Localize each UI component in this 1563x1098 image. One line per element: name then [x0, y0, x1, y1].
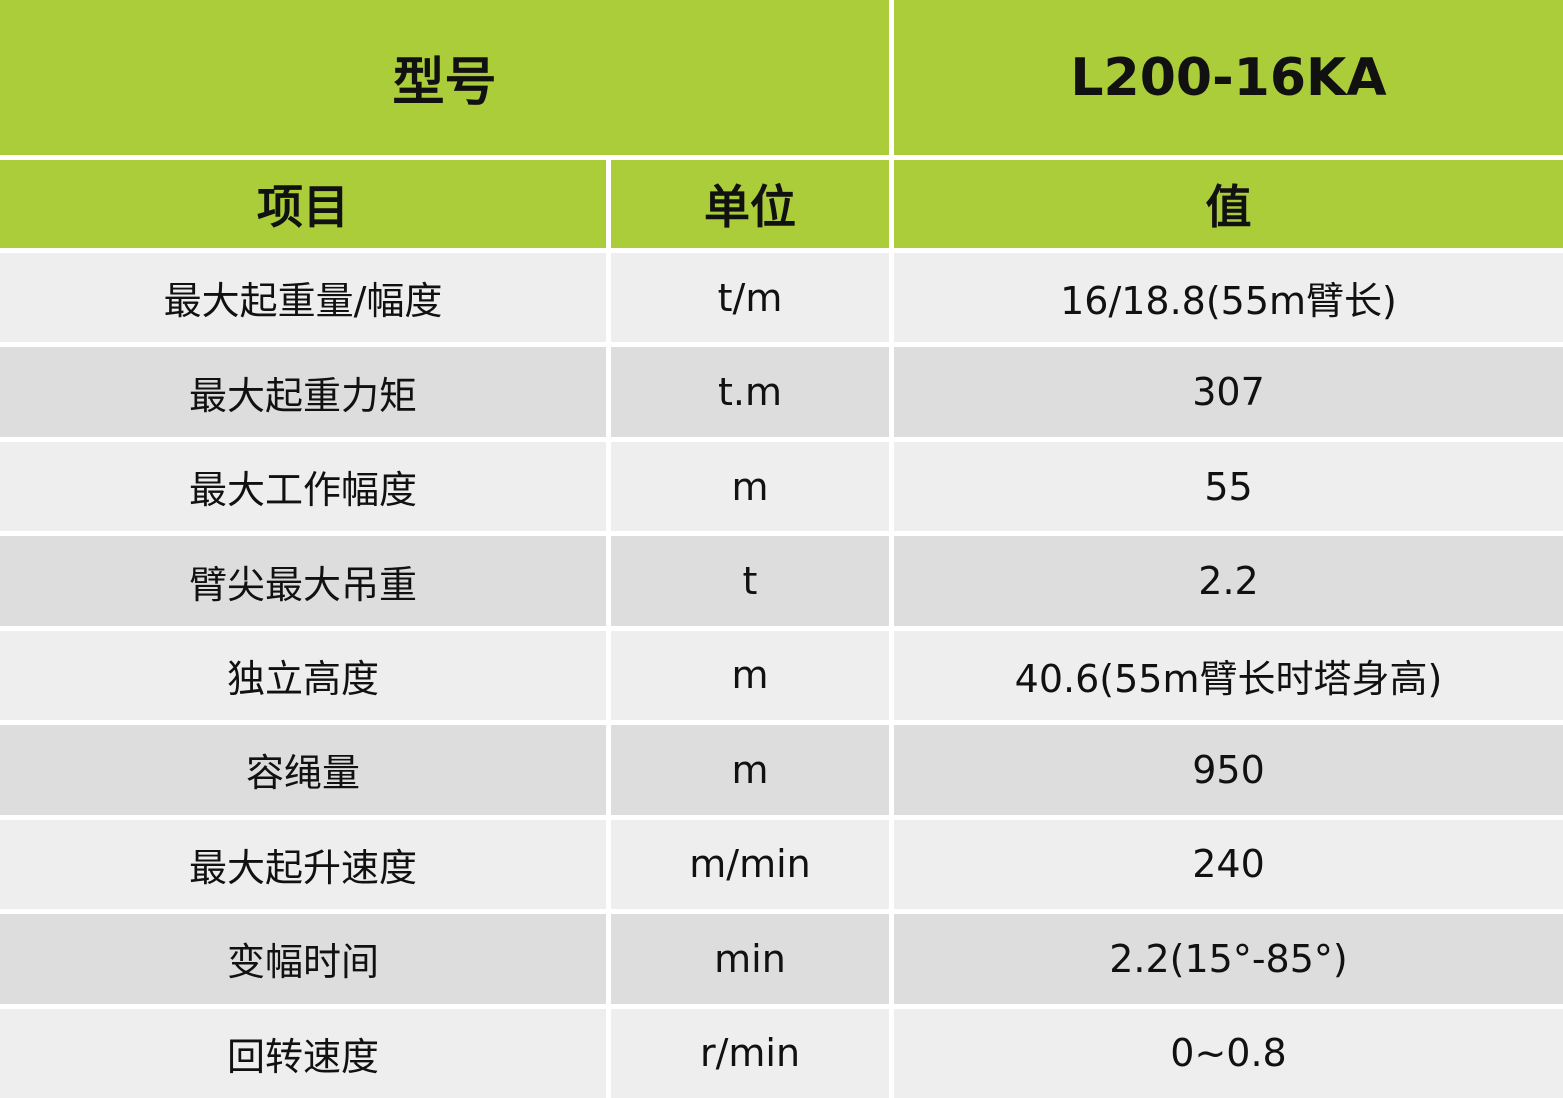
- value-cell: 240: [894, 819, 1563, 910]
- item-cell: 独立高度: [0, 630, 606, 721]
- value-cell: 16/18.8(55m臂长): [894, 253, 1563, 343]
- value-cell: 950: [894, 725, 1563, 815]
- value-cell: 0~0.8: [894, 1008, 1563, 1098]
- item-cell: 最大工作幅度: [0, 441, 606, 532]
- model-label: 型号: [0, 0, 889, 155]
- unit-cell: m/min: [611, 819, 889, 910]
- header-value: 值: [894, 160, 1563, 248]
- model-value: L200-16KA: [894, 0, 1563, 155]
- unit-cell: t/m: [611, 253, 889, 343]
- unit-cell: m: [611, 630, 889, 721]
- item-cell: 容绳量: [0, 725, 606, 815]
- header-item: 项目: [0, 160, 606, 248]
- unit-cell: m: [611, 441, 889, 532]
- unit-cell: t.m: [611, 347, 889, 437]
- unit-cell: m: [611, 725, 889, 815]
- value-cell: 55: [894, 441, 1563, 532]
- value-cell: 40.6(55m臂长时塔身高): [894, 630, 1563, 721]
- value-cell: 307: [894, 347, 1563, 437]
- header-unit: 单位: [611, 160, 889, 248]
- item-cell: 最大起重力矩: [0, 347, 606, 437]
- unit-cell: min: [611, 914, 889, 1004]
- value-cell: 2.2: [894, 536, 1563, 626]
- unit-cell: t: [611, 536, 889, 626]
- item-cell: 最大起升速度: [0, 819, 606, 910]
- item-cell: 回转速度: [0, 1008, 606, 1098]
- unit-cell: r/min: [611, 1008, 889, 1098]
- item-cell: 变幅时间: [0, 914, 606, 1004]
- item-cell: 最大起重量/幅度: [0, 253, 606, 343]
- item-cell: 臂尖最大吊重: [0, 536, 606, 626]
- value-cell: 2.2(15°-85°): [894, 914, 1563, 1004]
